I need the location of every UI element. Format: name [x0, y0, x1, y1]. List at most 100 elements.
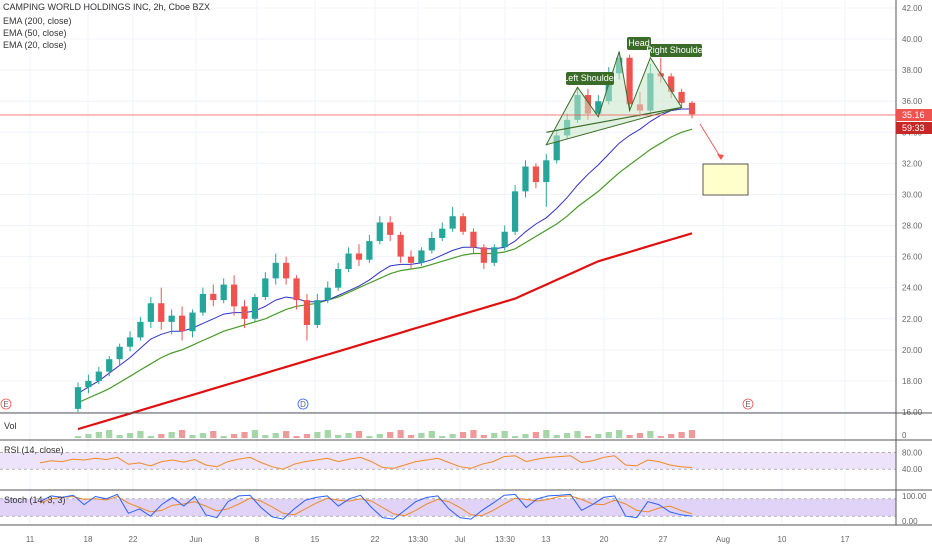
candle-body — [668, 76, 675, 92]
volume-bar — [230, 434, 238, 438]
rsi-line — [39, 455, 693, 470]
candle-body — [491, 247, 498, 263]
candle-body — [324, 287, 331, 301]
stoch-tick-label: 100.00 — [902, 492, 927, 501]
rsi-pane — [0, 452, 896, 470]
legend-ema20[interactable]: EMA (20, close) — [3, 40, 67, 50]
candle-body — [345, 253, 352, 270]
x-tick-label: 18 — [84, 535, 93, 544]
x-tick-label: 15 — [311, 535, 320, 544]
volume-bar — [522, 434, 529, 438]
volume-pane — [74, 430, 696, 438]
candle-body — [85, 380, 92, 388]
y-tick-label: 28.00 — [902, 222, 923, 231]
x-tick-label: 22 — [129, 535, 138, 544]
x-tick-label: 13 — [542, 535, 551, 544]
rsi-label: RSI (14, close) — [4, 445, 64, 455]
volume-bar — [387, 432, 394, 438]
volume-bar — [563, 433, 571, 438]
volume-bar — [647, 431, 654, 438]
dividend-marker[interactable] — [297, 398, 309, 410]
y-tick-label: 24.00 — [902, 284, 923, 293]
y-tick-label: 42.00 — [902, 4, 923, 13]
y-tick-label: 40.00 — [902, 35, 923, 44]
earnings-marker-2[interactable] — [742, 398, 754, 410]
volume-bar — [668, 434, 675, 438]
projection-arrow — [699, 123, 722, 159]
neckline — [546, 106, 682, 133]
candle-body — [95, 371, 102, 381]
candle-body — [522, 166, 529, 192]
x-tick-label: 10 — [778, 535, 787, 544]
volume-bar — [397, 430, 404, 438]
volume-bar — [95, 432, 102, 438]
candle-body — [147, 303, 154, 322]
candle-body — [418, 250, 425, 263]
volume-bar — [106, 430, 113, 438]
y-tick-label: 32.00 — [902, 159, 923, 168]
stoch-tick-label: 0.00 — [902, 517, 918, 526]
last-price-tag — [896, 109, 932, 121]
head-callout — [627, 37, 651, 50]
volume-bar — [126, 433, 134, 438]
volume-bar — [616, 430, 623, 438]
volume-bar — [137, 431, 144, 438]
candle-body — [355, 253, 363, 260]
volume-bar — [678, 432, 685, 438]
earnings-marker-1-text: E — [3, 400, 8, 409]
ema-lines — [77, 108, 693, 431]
volume-bar — [168, 432, 175, 438]
x-tick-label: 27 — [659, 535, 668, 544]
candle-body — [397, 234, 404, 257]
volume-bar — [480, 435, 487, 438]
y-tick-label: 30.00 — [902, 190, 923, 199]
x-tick-label: 13:30 — [408, 535, 429, 544]
candle-body — [459, 216, 467, 232]
volume-bar — [418, 433, 425, 438]
candle-body — [137, 321, 144, 338]
volume-bar — [293, 436, 300, 438]
earnings-marker-2-text: E — [745, 400, 750, 409]
y-tick-label: 18.00 — [902, 377, 923, 386]
x-tick-label: 17 — [841, 535, 850, 544]
candle-body — [626, 57, 633, 105]
candle-body — [74, 387, 82, 409]
right-shoulder-label: Right Shoulder — [646, 45, 706, 55]
volume-bar — [439, 436, 446, 438]
candle-body — [428, 237, 435, 251]
candle-body — [251, 297, 259, 319]
y-tick-label: 26.00 — [902, 253, 923, 262]
last-price-value: 35.16 — [902, 110, 925, 120]
candle-body — [314, 300, 321, 325]
candle-body — [553, 135, 560, 161]
candle-body — [532, 166, 540, 183]
candle-body — [272, 262, 279, 279]
left-shoulder-label: Left Shoulder — [563, 73, 617, 83]
volume-bar — [345, 433, 352, 438]
volume-bar — [85, 434, 92, 438]
ema20-line — [77, 108, 692, 394]
candle-body — [501, 231, 508, 248]
candle-body — [678, 91, 685, 103]
legend-ema50[interactable]: EMA (50, close) — [3, 28, 67, 38]
ema200-line — [77, 232, 693, 431]
volume-bar — [626, 435, 633, 438]
candle-body — [449, 216, 456, 229]
candle-body — [199, 293, 207, 313]
volume-bar — [449, 434, 456, 438]
candle-body — [335, 269, 342, 288]
candle-body — [168, 315, 175, 322]
volume-bar — [324, 430, 331, 438]
volume-bar — [543, 430, 550, 438]
x-tick-label: 13:30 — [495, 535, 516, 544]
volume-bar — [459, 432, 467, 438]
y-tick-label: 22.00 — [902, 315, 923, 324]
earnings-marker-1[interactable] — [0, 398, 12, 410]
x-tick-label: 8 — [255, 535, 260, 544]
x-tick-label: Jul — [455, 535, 465, 544]
volume-bar — [210, 431, 217, 438]
legend-ema200[interactable]: EMA (200, close) — [3, 16, 72, 26]
volume-bar — [199, 433, 207, 438]
